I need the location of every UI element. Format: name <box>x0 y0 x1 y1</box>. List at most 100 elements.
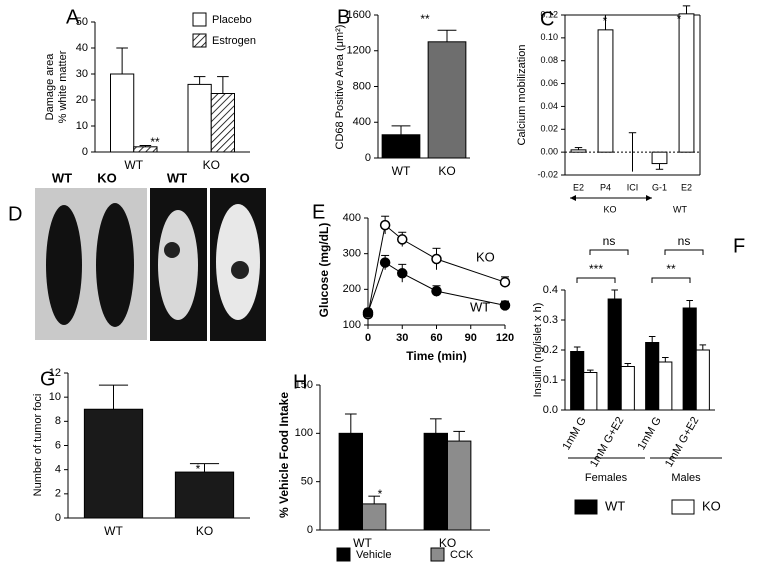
image-label: WT <box>167 170 187 185</box>
group-label: Males <box>671 472 701 484</box>
image-label: WT <box>52 170 72 185</box>
y-tick-label: 50 <box>76 16 88 28</box>
marker <box>397 234 408 245</box>
y-axis-label: Calcium mobilization <box>516 45 528 146</box>
bar <box>597 29 614 153</box>
y-tick-label: 40 <box>76 42 88 54</box>
legend-label: Vehicle <box>356 549 391 561</box>
legend-label: Estrogen <box>212 35 256 47</box>
y-tick-label: 10 <box>76 120 88 132</box>
annotation: * <box>603 14 608 28</box>
annotation: ** <box>666 262 676 276</box>
y-tick-label: 0.04 <box>540 101 558 111</box>
bar <box>210 93 235 153</box>
legend-swatch <box>430 547 445 562</box>
y-tick-label: 0.06 <box>540 78 558 88</box>
y-tick-label: 0 <box>365 152 371 164</box>
x-axis-label: Time (min) <box>406 349 466 363</box>
mouse <box>96 203 134 327</box>
annotation: ns <box>603 234 616 248</box>
y-axis-label: Damage area <box>44 53 56 121</box>
panel-letter: G <box>40 368 56 390</box>
bar <box>651 151 668 165</box>
x-tick-label: WT <box>104 524 123 538</box>
annotation: ** <box>420 12 430 26</box>
bar <box>570 149 587 153</box>
y-tick-label: 0 <box>82 146 88 158</box>
bar <box>695 349 710 411</box>
bar <box>174 471 235 519</box>
y-tick-label: 0.12 <box>540 9 558 19</box>
y-tick-label: 800 <box>353 80 371 92</box>
y-tick-label: 1200 <box>347 45 371 57</box>
y-tick-label: 4 <box>55 464 61 476</box>
panel-letter: B <box>337 6 350 28</box>
y-tick-label: 0.10 <box>540 32 558 42</box>
panel-letter: F <box>733 235 745 257</box>
bar <box>583 372 598 411</box>
legend-swatch <box>574 499 598 515</box>
y-tick-label: 2 <box>55 488 61 500</box>
x-tick-label: E2 <box>681 182 692 192</box>
marker <box>431 253 442 265</box>
y-tick-label: 50 <box>301 476 313 488</box>
group-label: KO <box>603 204 616 214</box>
y-tick-label: 0.2 <box>543 344 558 356</box>
y-tick-label: 0 <box>55 512 61 524</box>
mri-detail <box>164 242 180 258</box>
x-tick-label: P4 <box>600 182 611 192</box>
y-axis-label: % Vehicle Food Intake <box>277 392 291 518</box>
panel-letter: A <box>66 6 80 28</box>
bar <box>678 13 695 153</box>
series-label: WT <box>470 299 490 314</box>
y-tick-label: 6 <box>55 439 61 451</box>
bar <box>645 342 660 411</box>
x-tick-label: 1mM G <box>560 415 588 452</box>
bar <box>570 351 585 411</box>
group-label: Females <box>585 472 628 484</box>
y-tick-label: 10 <box>49 391 61 403</box>
x-tick-label: KO <box>203 158 220 172</box>
x-tick-label: KO <box>438 164 455 178</box>
bar <box>187 83 212 153</box>
bar <box>381 134 421 159</box>
y-tick-label: 0.02 <box>540 124 558 134</box>
y-tick-label: 300 <box>343 248 361 260</box>
legend-label: WT <box>605 498 625 513</box>
y-tick-label: 100 <box>295 427 313 439</box>
mouse <box>46 205 82 325</box>
x-tick-label: 30 <box>396 332 408 344</box>
x-tick-label: 1mM G+E2 <box>663 415 701 469</box>
image-label: KO <box>97 170 117 185</box>
bar <box>427 41 467 159</box>
image-label: KO <box>230 170 250 185</box>
marker <box>379 219 391 231</box>
y-tick-label: -0.02 <box>537 169 558 179</box>
x-tick-label: WT <box>392 164 411 178</box>
y-tick-label: 400 <box>353 116 371 128</box>
x-tick-label: KO <box>196 524 213 538</box>
legend-swatch <box>671 499 695 515</box>
y-tick-label: 0.3 <box>543 314 558 326</box>
x-tick-label: E2 <box>573 182 584 192</box>
bar <box>362 503 387 531</box>
y-axis-label: % white matter <box>57 50 69 123</box>
x-tick-label: WT <box>124 158 143 172</box>
y-tick-label: 1600 <box>347 9 371 21</box>
bar <box>682 307 697 411</box>
legend-label: KO <box>702 498 721 513</box>
marker <box>362 307 374 318</box>
annotation: * <box>677 12 682 26</box>
annotation: * <box>378 487 383 501</box>
y-tick-label: 0.4 <box>543 284 558 296</box>
marker <box>499 276 511 288</box>
marker <box>431 285 442 297</box>
x-tick-label: 90 <box>465 332 477 344</box>
bar <box>110 73 135 153</box>
bar <box>423 432 448 531</box>
panel-letter: C <box>540 8 554 30</box>
panel-letter: E <box>312 201 325 223</box>
y-tick-label: 150 <box>295 379 313 391</box>
x-tick-label: 1mM G+E2 <box>588 415 626 469</box>
